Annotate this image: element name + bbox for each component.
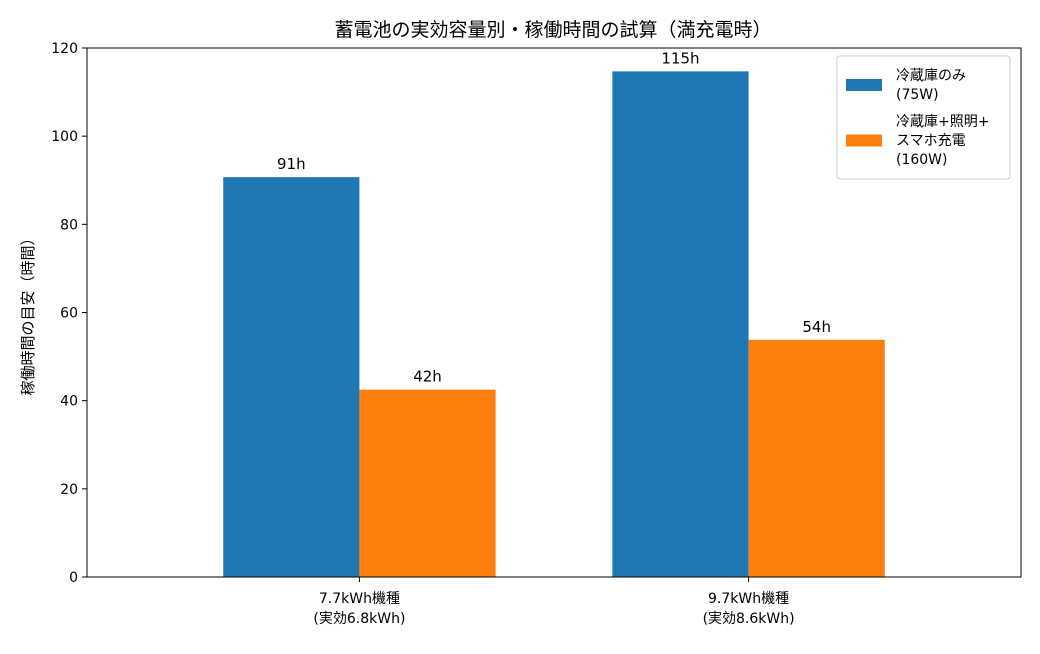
bar-1-2	[612, 71, 749, 577]
data-label-2-2: 54h	[802, 318, 831, 336]
plot-area: 91h 42h 7.7kWh機種 (実効6.8kWh) 115h 54h 9.7kWh機種 (…	[51, 41, 1022, 627]
x-tick-label: 7.7kWh機種	[319, 591, 400, 607]
legend-swatch-1	[846, 79, 882, 91]
y-tick-label: 100	[51, 129, 78, 145]
bar-1-1	[223, 177, 360, 577]
y-tick-label: 120	[51, 41, 78, 57]
x-tick-label: 9.7kWh機種	[708, 591, 789, 607]
x-tick-label: (実効6.8kWh)	[313, 611, 405, 627]
y-tick-label: 60	[60, 306, 78, 322]
y-tick-label: 40	[60, 394, 78, 410]
legend-label-1: (75W)	[896, 87, 939, 103]
legend-swatch-2	[846, 134, 882, 147]
bar-2-1	[359, 389, 496, 577]
legend-label-2: (160W)	[896, 152, 948, 168]
axes-frame	[86, 47, 1022, 578]
data-label-2-1: 42h	[413, 368, 442, 386]
data-label-1-1: 91h	[277, 155, 306, 173]
y-tick-label: 80	[60, 217, 78, 233]
y-axis-label: 稼働時間の目安（時間）	[19, 230, 37, 395]
legend-label-2: スマホ充電	[896, 133, 966, 149]
chart-title: 蓄電池の実効容量別・稼働時間の試算（満充電時）	[334, 19, 771, 41]
data-label-1-2: 115h	[661, 49, 699, 67]
legend: 冷蔵庫のみ (75W) 冷蔵庫+照明+ スマホ充電 (160W)	[836, 55, 1011, 180]
bar-2-2	[748, 339, 885, 577]
x-tick-label: (実効8.6kWh)	[703, 611, 795, 627]
legend-label-1: 冷蔵庫のみ	[896, 67, 966, 84]
y-tick-label: 20	[60, 482, 78, 498]
y-tick-label: 0	[69, 570, 78, 586]
legend-label-2: 冷蔵庫+照明+	[896, 113, 989, 130]
